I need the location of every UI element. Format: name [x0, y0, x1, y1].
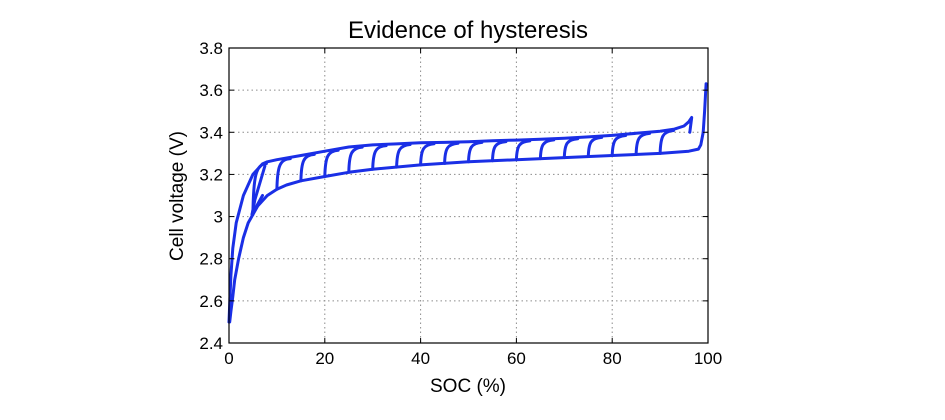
grid-layer [229, 48, 708, 343]
x-tick-label: 100 [694, 349, 722, 368]
series-partial-loop-80 [610, 134, 628, 157]
series-partial-loop-90 [658, 129, 675, 155]
y-tick-label: 3 [214, 208, 223, 227]
y-tick-label: 3.6 [199, 81, 223, 100]
y-tick-label: 3.8 [199, 39, 223, 58]
x-tick-label: 20 [315, 349, 334, 368]
series-partial-loop-35 [395, 143, 412, 169]
axes-layer [228, 47, 709, 344]
plot-frame [228, 47, 709, 344]
series-discharge-envelope [227, 82, 708, 324]
y-tick-label: 2.4 [199, 334, 223, 353]
x-tick-label: 0 [224, 349, 233, 368]
series-partial-loop-20 [323, 148, 340, 178]
series-partial-loop-10 [275, 157, 292, 191]
series-partial-loop-65 [538, 138, 556, 161]
series-partial-loop-60 [514, 139, 532, 162]
series-partial-loop-45 [443, 141, 460, 165]
y-tick-label: 3.4 [199, 123, 223, 142]
series-layer [227, 82, 708, 324]
series-partial-loop-30 [371, 144, 388, 171]
series-partial-loop-40 [419, 142, 436, 167]
series-partial-loop-15 [299, 152, 316, 183]
series-partial-loop-70 [562, 137, 580, 160]
x-axis-label: SOC (%) [430, 376, 506, 397]
series-partial-loop-55 [491, 140, 508, 163]
series-partial-loop-75 [586, 135, 604, 158]
series-low-soc-dip [250, 164, 267, 216]
y-tick-label: 3.2 [199, 165, 223, 184]
series-partial-loop-50 [467, 140, 484, 164]
chart-title: Evidence of hysteresis [348, 17, 588, 44]
y-tick-label: 2.6 [199, 292, 223, 311]
x-tick-label: 80 [603, 349, 622, 368]
x-tick-label: 60 [507, 349, 526, 368]
series-charge-envelope [227, 116, 694, 324]
x-tick-label: 40 [411, 349, 430, 368]
series-partial-loop-85 [634, 131, 652, 156]
tick-layer: 0 20 40 60 80 100 2.4 2.6 2.8 3 3.2 3.4 3.6 3.8 [199, 39, 722, 368]
y-axis-label: Cell voltage (V) [167, 131, 188, 261]
y-tick-label: 2.8 [199, 250, 223, 269]
series-low-soc-dip-return [250, 194, 264, 216]
series-partial-loop-25 [347, 145, 364, 174]
